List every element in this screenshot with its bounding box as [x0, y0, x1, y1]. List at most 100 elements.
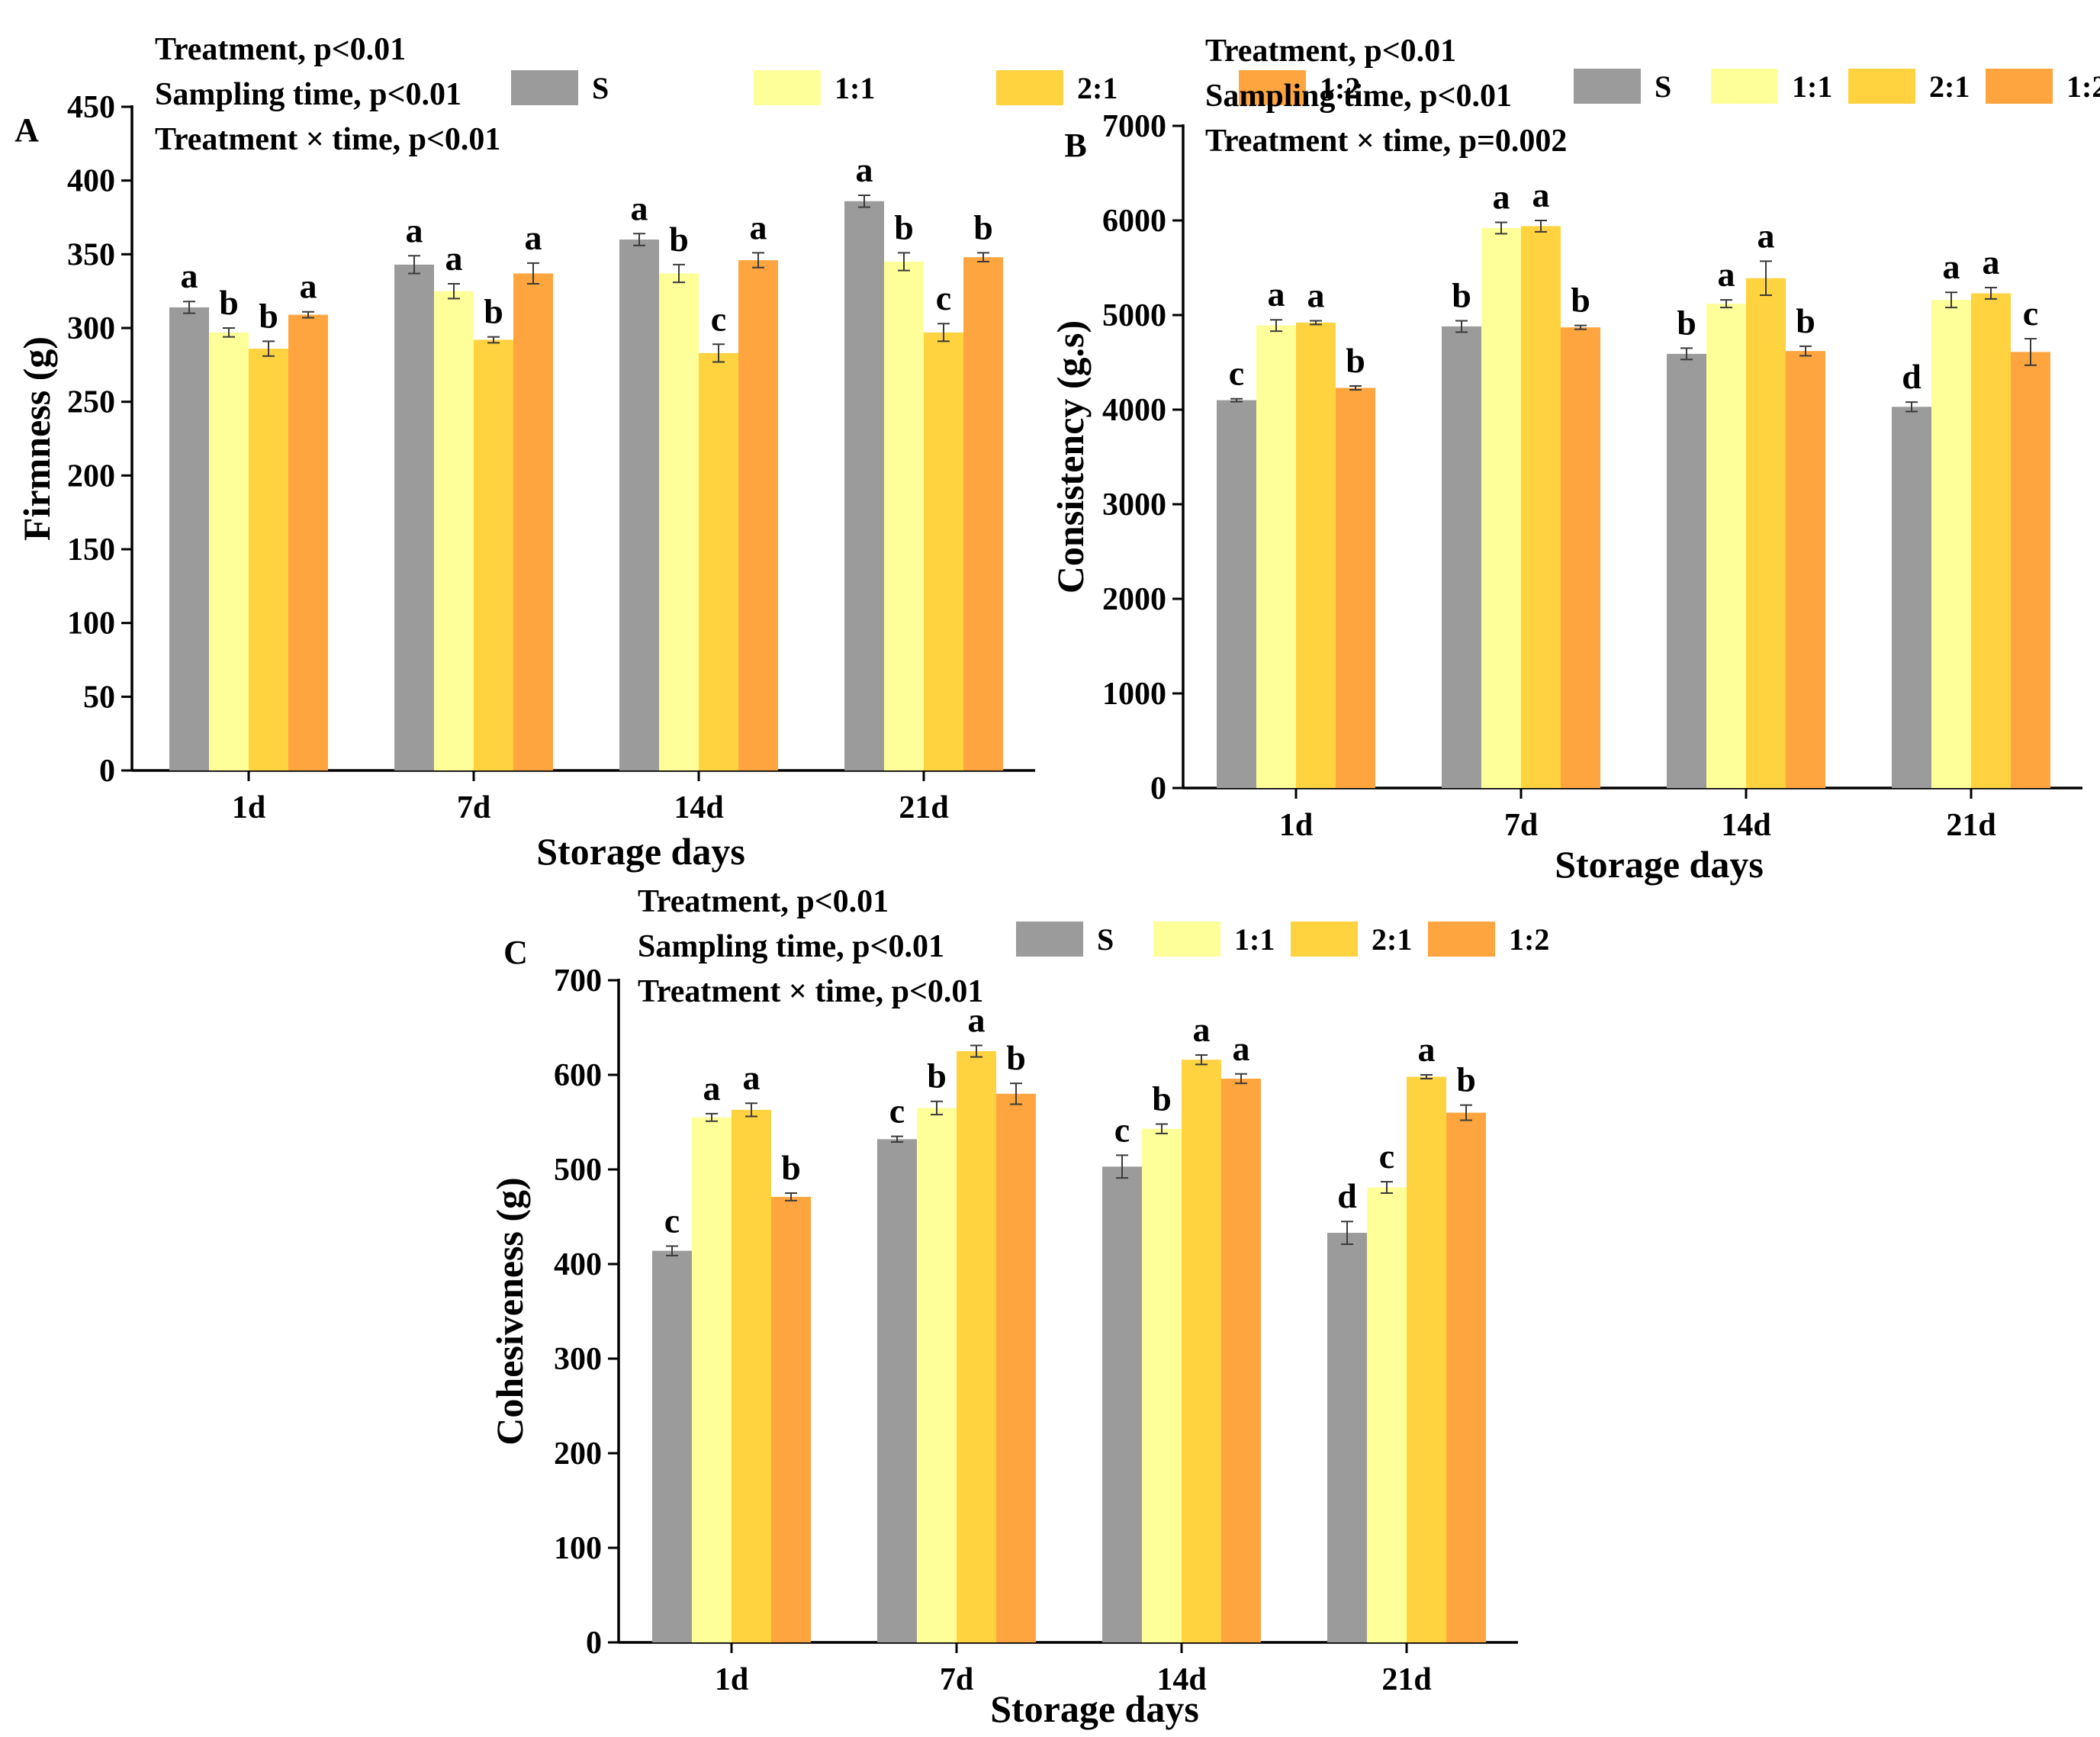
legend-label: 1:2: [1509, 922, 1549, 957]
significance-letter: b: [1152, 1079, 1172, 1118]
significance-letter: a: [1758, 216, 1775, 255]
error-bar: [1799, 345, 1812, 357]
bar-S-14d: [1667, 353, 1706, 789]
y-tick-label: 700: [554, 963, 602, 999]
bar-S-21d: [1327, 1233, 1367, 1642]
x-tick-label: 1d: [232, 790, 265, 825]
legend-swatch-2-1: [1848, 69, 1915, 104]
y-tick-label: 0: [99, 754, 115, 789]
legend-swatch-S: [1016, 922, 1083, 957]
error-bar: [1381, 1181, 1393, 1194]
error-bar: [1760, 260, 1772, 296]
significance-letter: a: [856, 150, 873, 189]
legend-swatch-1-1: [1711, 69, 1778, 104]
error-bar: [745, 1102, 757, 1118]
error-bar: [785, 1192, 797, 1201]
error-bar: [858, 195, 870, 208]
legend-label: 1:1: [1792, 69, 1832, 104]
y-tick-label: 450: [67, 90, 115, 125]
legend-label: 2:1: [1077, 71, 1118, 105]
significance-letter: a: [1193, 1010, 1211, 1049]
significance-letter: c: [889, 1092, 905, 1131]
y-tick-label: 400: [67, 164, 115, 199]
significance-letter: a: [1943, 247, 1960, 286]
significance-letter: b: [1452, 275, 1471, 314]
y-tick-label: 5000: [1102, 298, 1166, 333]
error-bar: [931, 1100, 943, 1116]
y-tick-label: 50: [83, 680, 115, 715]
bar-1-1-21d: [884, 262, 924, 770]
significance-letter: b: [1571, 281, 1590, 320]
panel-label: C: [503, 934, 528, 971]
bar-1-2-7d: [513, 273, 553, 770]
legend-label: 1:1: [1234, 922, 1275, 957]
significance-letter: b: [484, 292, 503, 331]
legend-swatch-2-1: [996, 70, 1063, 105]
x-tick-label: 14d: [1156, 1662, 1206, 1697]
bar-S-7d: [1442, 326, 1481, 788]
bar-2-1-1d: [732, 1109, 771, 1642]
significance-letter: a: [703, 1069, 721, 1108]
x-tick-label: 1d: [715, 1662, 748, 1697]
bar-1-2-1d: [288, 314, 328, 771]
error-bar: [937, 323, 950, 343]
legend: S 1:1 2:1 1:2: [511, 70, 1360, 105]
error-bar: [673, 263, 685, 284]
bar-1-1-1d: [1256, 325, 1296, 788]
y-tick-label: 600: [554, 1058, 602, 1093]
bar-S-21d: [844, 201, 884, 770]
x-tick-label: 21d: [1946, 808, 1995, 843]
significance-letter: c: [936, 278, 951, 317]
bar-1-1-7d: [434, 291, 474, 771]
x-tick-label: 21d: [899, 790, 948, 825]
error-bar: [633, 233, 645, 246]
y-tick-label: 7000: [1102, 109, 1166, 144]
significance-letter: a: [300, 267, 317, 306]
y-axis-title: Cohesiveness (g): [488, 1177, 531, 1445]
legend-label: 1:2: [1320, 71, 1360, 105]
error-bar: [262, 340, 275, 357]
bar-1-2-21d: [1446, 1112, 1486, 1642]
significance-letter: b: [1796, 301, 1815, 340]
bar-S-7d: [394, 264, 434, 770]
error-bar: [712, 343, 725, 363]
error-bar: [408, 255, 420, 275]
error-bar: [898, 252, 910, 272]
bar-1-1-7d: [917, 1108, 957, 1642]
bar-1-1-14d: [1142, 1128, 1182, 1642]
stat-line: Sampling time, p<0.01: [155, 77, 461, 112]
error-bar: [223, 327, 235, 338]
y-tick-label: 2000: [1102, 582, 1166, 617]
bar-S-14d: [1102, 1166, 1142, 1642]
error-bar: [1495, 221, 1507, 235]
significance-letter: b: [259, 296, 278, 335]
significance-letter: c: [2023, 294, 2038, 333]
stat-line: Treatment × time, p<0.01: [638, 974, 983, 1009]
x-tick-label: 14d: [1721, 808, 1770, 843]
error-bar: [1156, 1123, 1168, 1134]
bar-1-1-21d: [1367, 1187, 1407, 1642]
error-bar: [1574, 324, 1587, 330]
legend-label: 2:1: [1929, 69, 1970, 104]
y-tick-label: 100: [67, 606, 115, 642]
legend-swatch-1-1: [754, 70, 821, 105]
bar-S-21d: [1892, 407, 1931, 788]
error-bar: [666, 1245, 678, 1256]
error-bar: [706, 1112, 718, 1122]
y-tick-label: 350: [67, 237, 115, 272]
x-axis-title: Storage days: [990, 1687, 1199, 1730]
stat-line: Sampling time, p<0.01: [1205, 79, 1512, 114]
error-bar: [1905, 401, 1918, 413]
y-tick-label: 6000: [1102, 204, 1166, 239]
x-tick-label: 21d: [1381, 1662, 1431, 1697]
significance-letter: c: [1379, 1137, 1394, 1176]
y-tick-label: 3000: [1102, 487, 1166, 523]
bar-2-1-7d: [957, 1051, 996, 1642]
x-tick-label: 7d: [1504, 808, 1538, 843]
y-tick-label: 150: [67, 532, 115, 568]
bar-2-1-7d: [1521, 226, 1561, 788]
bar-S-7d: [877, 1139, 917, 1642]
error-bar: [1349, 385, 1362, 391]
error-bar: [1985, 287, 1997, 300]
